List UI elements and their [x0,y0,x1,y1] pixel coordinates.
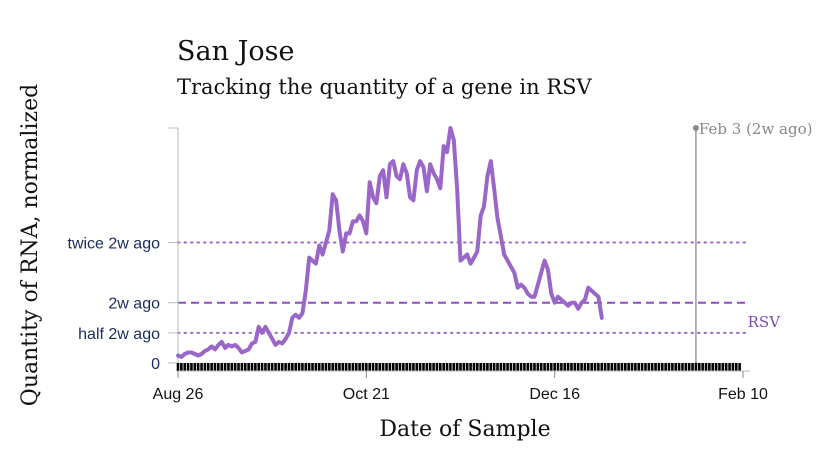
x-tick-label: Dec 16 [529,386,580,403]
x-axis: Aug 26 Oct 21 Dec 16 Feb 10 [153,370,768,403]
x-axis-label: Date of Sample [379,417,550,442]
y-axis-label: Quantity of RNA, normalized [18,84,43,406]
y-reference-label: twice 2w ago [68,235,161,252]
y-reference-label: 0 [151,356,160,373]
sample-ticks [176,363,741,371]
x-tick-label: Aug 26 [153,386,204,403]
y-reference-label: 2w ago [108,296,160,313]
marker-label: Feb 3 (2w ago) [699,120,813,138]
reference-lines: twice 2w ago 2w ago half 2w ago 0 [68,235,751,373]
chart-subtitle: Tracking the quantity of a gene in RSV [177,75,593,99]
series-label: RSV [748,313,782,331]
y-reference-label: half 2w ago [78,326,160,343]
x-tick-label: Feb 10 [718,386,768,403]
marker-dot [692,125,699,131]
series-group: RSV [176,126,782,359]
x-tick-label: Oct 21 [343,386,390,403]
date-marker: Feb 3 (2w ago) [692,120,813,363]
chart-title: San Jose [177,36,294,67]
series-line-rsv [176,126,604,359]
y-axis [168,127,179,363]
